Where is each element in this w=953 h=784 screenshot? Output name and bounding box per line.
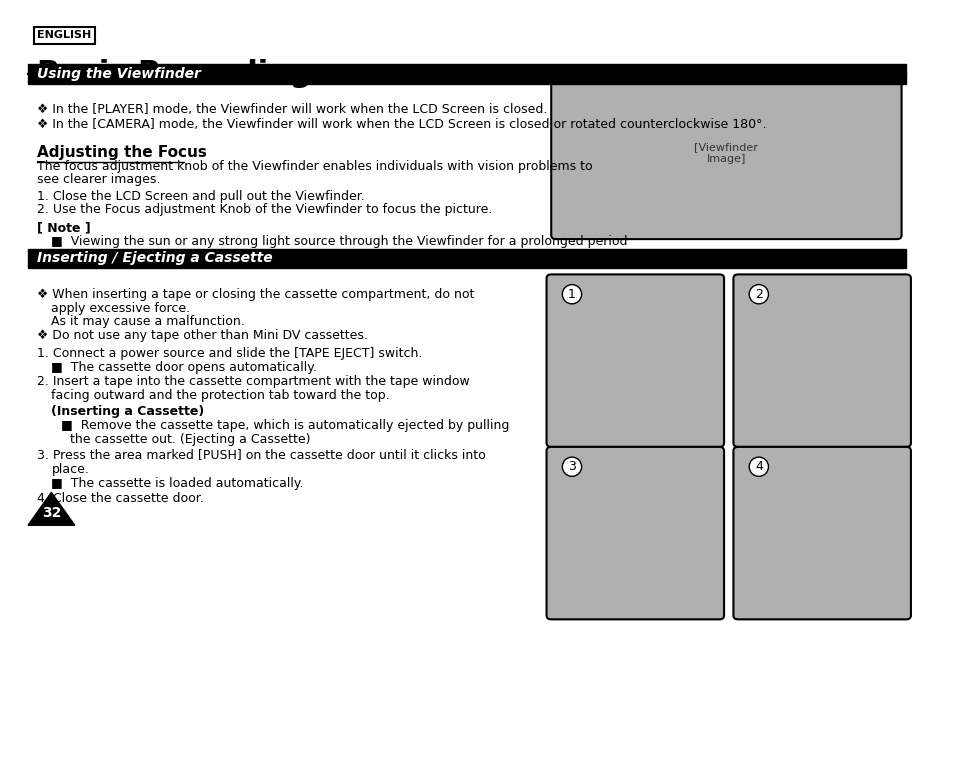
FancyBboxPatch shape: [551, 67, 901, 239]
Text: facing outward and the protection tab toward the top.: facing outward and the protection tab to…: [51, 389, 390, 402]
Text: Adjusting the Focus: Adjusting the Focus: [37, 145, 207, 160]
Polygon shape: [28, 492, 74, 525]
Text: ■  The cassette door opens automatically.: ■ The cassette door opens automatically.: [51, 361, 317, 374]
Text: may be harmful, or cause temporary impairment.: may be harmful, or cause temporary impai…: [61, 249, 372, 263]
Text: 1. Close the LCD Screen and pull out the Viewfinder.: 1. Close the LCD Screen and pull out the…: [37, 190, 365, 203]
Text: ■  Viewing the sun or any strong light source through the Viewfinder for a prolo: ■ Viewing the sun or any strong light so…: [51, 235, 627, 249]
Text: Basic Recording: Basic Recording: [37, 59, 312, 88]
FancyBboxPatch shape: [28, 249, 905, 268]
Text: 1: 1: [567, 288, 576, 301]
Text: 1. Connect a power source and slide the [TAPE EJECT] switch.: 1. Connect a power source and slide the …: [37, 347, 422, 360]
Text: apply excessive force.: apply excessive force.: [51, 302, 191, 315]
FancyBboxPatch shape: [546, 274, 723, 447]
Text: Using the Viewfinder: Using the Viewfinder: [37, 67, 201, 81]
Text: ■  The cassette is loaded automatically.: ■ The cassette is loaded automatically.: [51, 477, 304, 490]
Text: 2: 2: [754, 288, 762, 301]
Text: 3. Press the area marked [PUSH] on the cassette door until it clicks into: 3. Press the area marked [PUSH] on the c…: [37, 448, 486, 462]
Text: [Viewfinder
Image]: [Viewfinder Image]: [694, 142, 758, 164]
FancyBboxPatch shape: [733, 274, 910, 447]
Text: 2. Insert a tape into the cassette compartment with the tape window: 2. Insert a tape into the cassette compa…: [37, 375, 470, 388]
Text: (Inserting a Cassette): (Inserting a Cassette): [51, 405, 205, 418]
Text: 32: 32: [42, 506, 61, 520]
Text: 3: 3: [567, 460, 576, 474]
Text: 4. Close the cassette door.: 4. Close the cassette door.: [37, 492, 204, 506]
Text: ❖ When inserting a tape or closing the cassette compartment, do not: ❖ When inserting a tape or closing the c…: [37, 288, 475, 301]
FancyBboxPatch shape: [733, 447, 910, 619]
FancyBboxPatch shape: [546, 447, 723, 619]
Text: ❖ In the [PLAYER] mode, the Viewfinder will work when the LCD Screen is closed.: ❖ In the [PLAYER] mode, the Viewfinder w…: [37, 103, 547, 117]
Text: see clearer images.: see clearer images.: [37, 173, 160, 187]
Text: 4: 4: [754, 460, 762, 474]
Text: place.: place.: [51, 463, 90, 476]
Text: ❖ Do not use any tape other than Mini DV cassettes.: ❖ Do not use any tape other than Mini DV…: [37, 329, 368, 343]
Text: As it may cause a malfunction.: As it may cause a malfunction.: [51, 315, 245, 328]
Text: [ Note ]: [ Note ]: [37, 221, 91, 234]
Text: ❖ In the [CAMERA] mode, the Viewfinder will work when the LCD Screen is closed o: ❖ In the [CAMERA] mode, the Viewfinder w…: [37, 118, 766, 131]
Text: the cassette out. (Ejecting a Cassette): the cassette out. (Ejecting a Cassette): [70, 433, 311, 446]
Text: ENGLISH: ENGLISH: [37, 31, 91, 40]
Text: Inserting / Ejecting a Cassette: Inserting / Ejecting a Cassette: [37, 252, 273, 265]
Text: 2. Use the Focus adjustment Knob of the Viewfinder to focus the picture.: 2. Use the Focus adjustment Knob of the …: [37, 203, 493, 216]
Text: ■  Remove the cassette tape, which is automatically ejected by pulling: ■ Remove the cassette tape, which is aut…: [61, 419, 509, 432]
FancyBboxPatch shape: [28, 64, 905, 84]
Text: The focus adjustment knob of the Viewfinder enables individuals with vision prob: The focus adjustment knob of the Viewfin…: [37, 160, 593, 173]
